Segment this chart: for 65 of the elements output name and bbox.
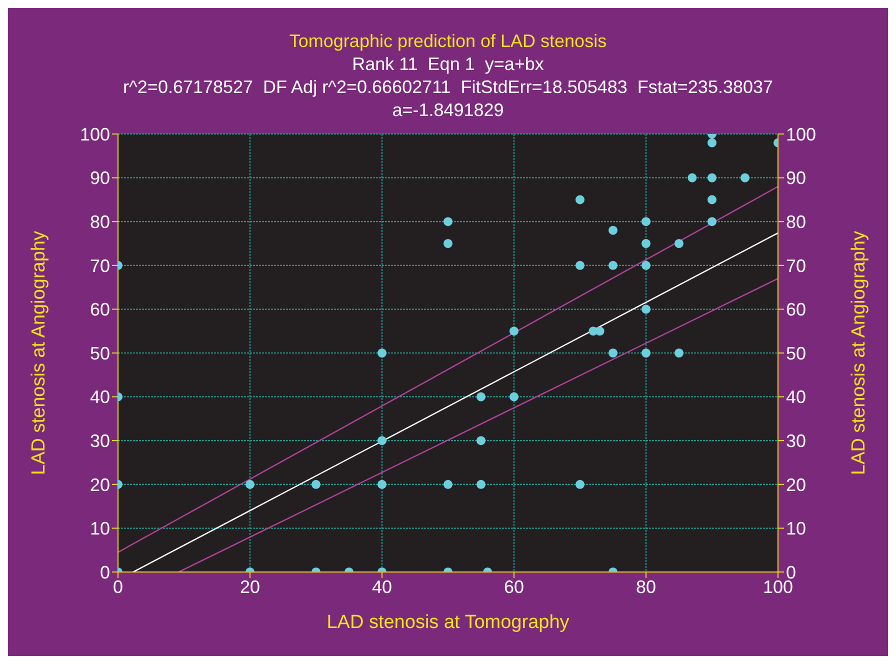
y2-tick-label: 30 xyxy=(786,430,806,451)
point xyxy=(575,480,585,489)
y2-tick-label: 10 xyxy=(786,518,806,539)
point xyxy=(641,217,651,226)
y-tick-label: 80 xyxy=(90,212,110,232)
y-tick-label: 0 xyxy=(100,562,110,582)
point xyxy=(476,436,486,446)
point xyxy=(674,238,684,248)
point xyxy=(707,195,717,204)
point xyxy=(641,348,651,358)
text: r^2=0.67178527 DF Adj r^2=0.66602711 FitStdErr=18.505483 Fstat=235.38037 xyxy=(122,76,774,99)
text: a=-1.8491829 xyxy=(391,99,505,122)
point xyxy=(575,195,585,204)
chart-title: Tomographic prediction of LAD stenosis xyxy=(288,30,608,53)
x-tick-label: 80 xyxy=(636,576,656,597)
y2-tick-label: 80 xyxy=(786,212,806,232)
y-tick-label: 70 xyxy=(90,256,110,276)
point xyxy=(443,480,453,489)
y-tick-label: 40 xyxy=(90,387,110,408)
x-tick-label: 40 xyxy=(372,576,392,597)
y2-tick-label: 90 xyxy=(786,168,806,188)
point xyxy=(575,260,585,270)
point xyxy=(608,226,618,235)
point xyxy=(641,238,651,248)
x-tick-label: 20 xyxy=(240,576,260,597)
point xyxy=(707,173,717,182)
point xyxy=(608,260,618,270)
y-tick-label: 60 xyxy=(90,300,110,320)
point xyxy=(509,326,519,336)
x-tick-label: 60 xyxy=(504,576,524,597)
point xyxy=(707,217,717,226)
y-tick-label: 90 xyxy=(90,168,110,188)
point xyxy=(641,260,651,270)
y2-axis-title: LAD stenosis at Angiography xyxy=(848,230,870,475)
x-tick-label: 0 xyxy=(112,576,124,597)
point xyxy=(443,238,453,248)
point xyxy=(377,480,387,489)
point xyxy=(311,480,321,489)
y-tick-label: 10 xyxy=(90,518,110,539)
point xyxy=(245,480,255,489)
y2-tick-label: 40 xyxy=(786,387,806,408)
point xyxy=(740,173,750,182)
y-tick-label: 50 xyxy=(90,343,110,364)
y-axis-title: LAD stenosis at Angiography xyxy=(28,230,50,475)
point xyxy=(674,348,684,358)
chart-subtitle: Rank 11 Eqn 1 y=a+bx xyxy=(351,53,545,76)
point xyxy=(608,348,618,358)
point xyxy=(707,138,717,148)
y2-tick-label: 20 xyxy=(786,474,806,495)
point xyxy=(377,436,387,446)
point xyxy=(476,392,486,402)
y2-tick-label: 100 xyxy=(786,124,816,144)
y-tick-label: 30 xyxy=(90,430,110,451)
y-tick-label: 100 xyxy=(80,124,110,144)
point xyxy=(509,392,519,402)
point xyxy=(377,348,387,358)
point xyxy=(641,304,651,314)
x-axis-title: LAD stenosis at Tomography xyxy=(326,612,570,633)
y2-tick-label: 70 xyxy=(786,256,806,276)
point xyxy=(476,480,486,489)
point xyxy=(688,173,697,182)
y-tick-label: 20 xyxy=(90,474,110,495)
y2-tick-label: 50 xyxy=(786,343,806,364)
point xyxy=(443,217,453,226)
y2-tick-label: 60 xyxy=(786,300,806,320)
